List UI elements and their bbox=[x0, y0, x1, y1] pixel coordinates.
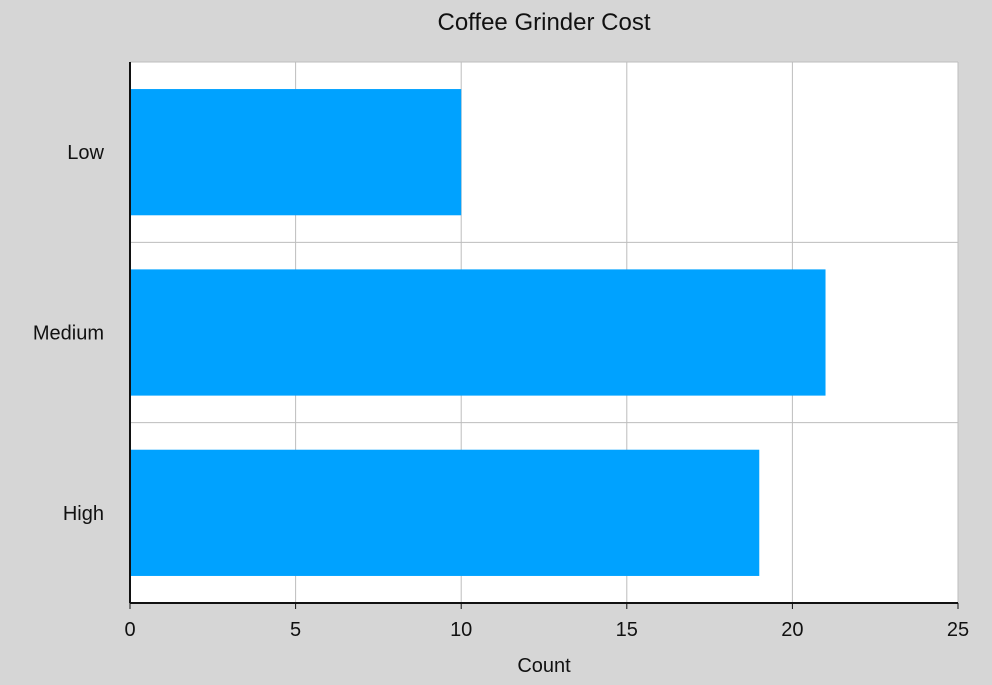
bar-high bbox=[130, 449, 760, 576]
x-tick-label: 5 bbox=[290, 619, 301, 641]
bar-medium bbox=[130, 269, 826, 396]
x-tick-label: 20 bbox=[781, 619, 803, 641]
x-tick-label: 25 bbox=[947, 619, 969, 641]
bar-low bbox=[130, 89, 462, 216]
y-tick-label: High bbox=[63, 503, 104, 525]
chart-title: Coffee Grinder Cost bbox=[438, 9, 651, 36]
x-tick-label: 0 bbox=[124, 619, 135, 641]
x-tick-labels: 0 5 10 15 20 25 bbox=[124, 603, 969, 641]
x-tick-label: 10 bbox=[450, 619, 472, 641]
y-tick-label: Low bbox=[67, 142, 104, 164]
bars bbox=[130, 89, 826, 576]
y-tick-label: Medium bbox=[33, 323, 104, 345]
axes bbox=[129, 62, 958, 604]
y-tick-labels: Low Medium High bbox=[33, 142, 105, 525]
x-tick-label: 15 bbox=[616, 619, 638, 641]
x-axis-label: Count bbox=[517, 655, 571, 677]
